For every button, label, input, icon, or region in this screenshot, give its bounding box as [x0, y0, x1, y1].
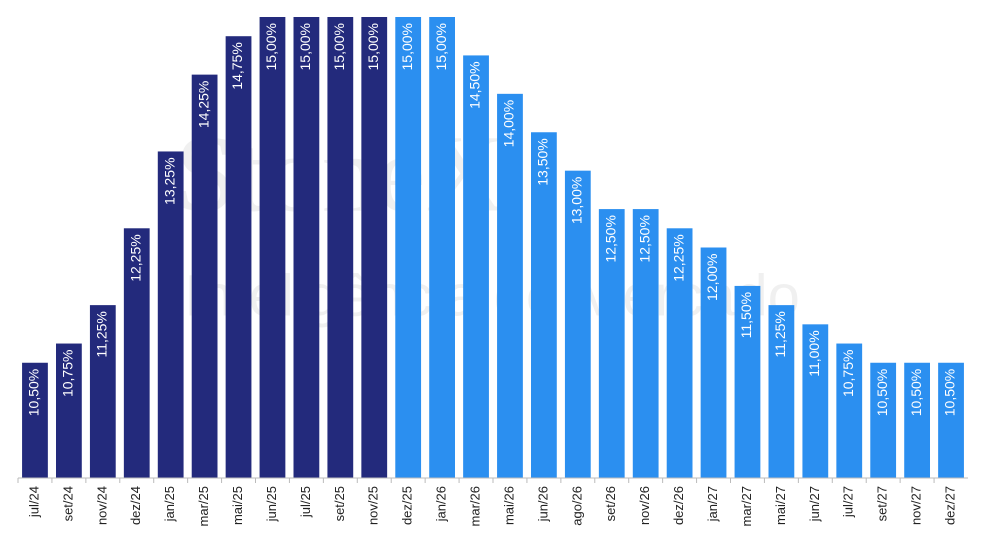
value-label: 12,25%: [127, 234, 143, 281]
value-label: 14,00%: [501, 100, 517, 147]
bar: [598, 209, 625, 479]
x-tick-label: jun/27: [807, 486, 822, 522]
value-label: 11,25%: [772, 311, 788, 357]
x-tick-label: mai/27: [773, 486, 788, 525]
bar: [191, 74, 218, 478]
bar: [429, 17, 455, 478]
x-tick-label: mai/26: [501, 486, 516, 525]
bar: [802, 324, 829, 478]
x-tick-label: dez/26: [671, 486, 686, 525]
value-label: 13,50%: [535, 138, 551, 185]
x-tick-label: mai/25: [230, 486, 245, 525]
x-tick-label: dez/24: [128, 486, 143, 525]
value-label: 10,50%: [942, 369, 958, 416]
bar: [395, 17, 422, 478]
value-label: 10,50%: [874, 369, 890, 416]
x-tick-label: mar/27: [739, 486, 754, 526]
x-tick-label: jul/25: [298, 486, 313, 518]
bar: [531, 132, 557, 478]
value-label: 12,00%: [704, 254, 720, 301]
value-label: 13,25%: [161, 157, 177, 204]
value-label: 15,00%: [365, 23, 381, 70]
value-label: 12,50%: [636, 215, 652, 262]
value-label: 14,50%: [467, 61, 483, 108]
x-tick-label: set/25: [332, 486, 347, 521]
value-label: 10,50%: [26, 369, 42, 416]
bar: [870, 362, 897, 478]
value-label: 12,25%: [670, 234, 686, 281]
x-tick-label: nov/26: [637, 486, 652, 525]
x-tick-label: nov/27: [909, 486, 924, 525]
bar: [157, 151, 184, 479]
value-label: 15,00%: [263, 23, 279, 70]
x-tick-label: jan/26: [434, 486, 449, 522]
bar: [123, 228, 150, 478]
value-label: 10,50%: [908, 369, 924, 416]
value-label: 15,00%: [399, 23, 415, 70]
x-tick-label: mar/25: [196, 486, 211, 526]
bar: [497, 93, 523, 478]
bar: [734, 285, 761, 478]
bar: [768, 305, 795, 478]
x-tick-label: jan/25: [162, 486, 177, 522]
x-tick-label: jun/26: [535, 486, 550, 522]
x-tick-label: jul/27: [841, 486, 856, 518]
bar: [293, 17, 320, 478]
x-tick-label: jun/25: [264, 486, 279, 522]
watermark-subtitle: Inteligência de Mercado: [184, 263, 800, 328]
x-tick-label: set/26: [603, 486, 618, 521]
x-tick-label: set/27: [875, 486, 890, 521]
x-tick-label: jan/27: [705, 486, 720, 522]
bar: [836, 343, 863, 478]
value-label: 10,75%: [840, 350, 856, 397]
bar: [666, 228, 693, 478]
x-tick-label: ago/26: [569, 486, 584, 526]
bar: [700, 247, 727, 478]
value-label: 14,75%: [229, 42, 245, 89]
bar: [56, 343, 82, 478]
bar: [463, 55, 489, 479]
value-label: 14,25%: [195, 81, 211, 128]
x-tick-label: jul/24: [26, 486, 41, 518]
bar: [904, 362, 930, 478]
x-tick-label: mar/26: [467, 486, 482, 526]
bar: [22, 362, 48, 478]
value-label: 11,00%: [806, 330, 822, 376]
value-label: 11,50%: [738, 292, 754, 338]
value-label: 11,25%: [94, 311, 110, 357]
bar: [89, 305, 116, 478]
bar: [632, 209, 659, 479]
x-tick-label: dez/27: [942, 486, 957, 525]
value-label: 13,00%: [569, 177, 585, 224]
bar: [259, 17, 286, 478]
x-tick-label: nov/24: [94, 486, 109, 525]
value-label: 15,00%: [297, 23, 313, 70]
bar: [361, 17, 388, 478]
value-label: 15,00%: [433, 23, 449, 70]
bar: [938, 362, 964, 478]
bar: [564, 170, 591, 478]
value-label: 12,50%: [602, 215, 618, 262]
x-tick-label: dez/25: [400, 486, 415, 525]
bar: [225, 36, 252, 478]
x-tick-label: nov/25: [366, 486, 381, 525]
bar: [327, 17, 354, 478]
x-tick-label: set/24: [60, 486, 75, 521]
value-label: 15,00%: [331, 23, 347, 70]
value-label: 10,75%: [60, 350, 76, 397]
